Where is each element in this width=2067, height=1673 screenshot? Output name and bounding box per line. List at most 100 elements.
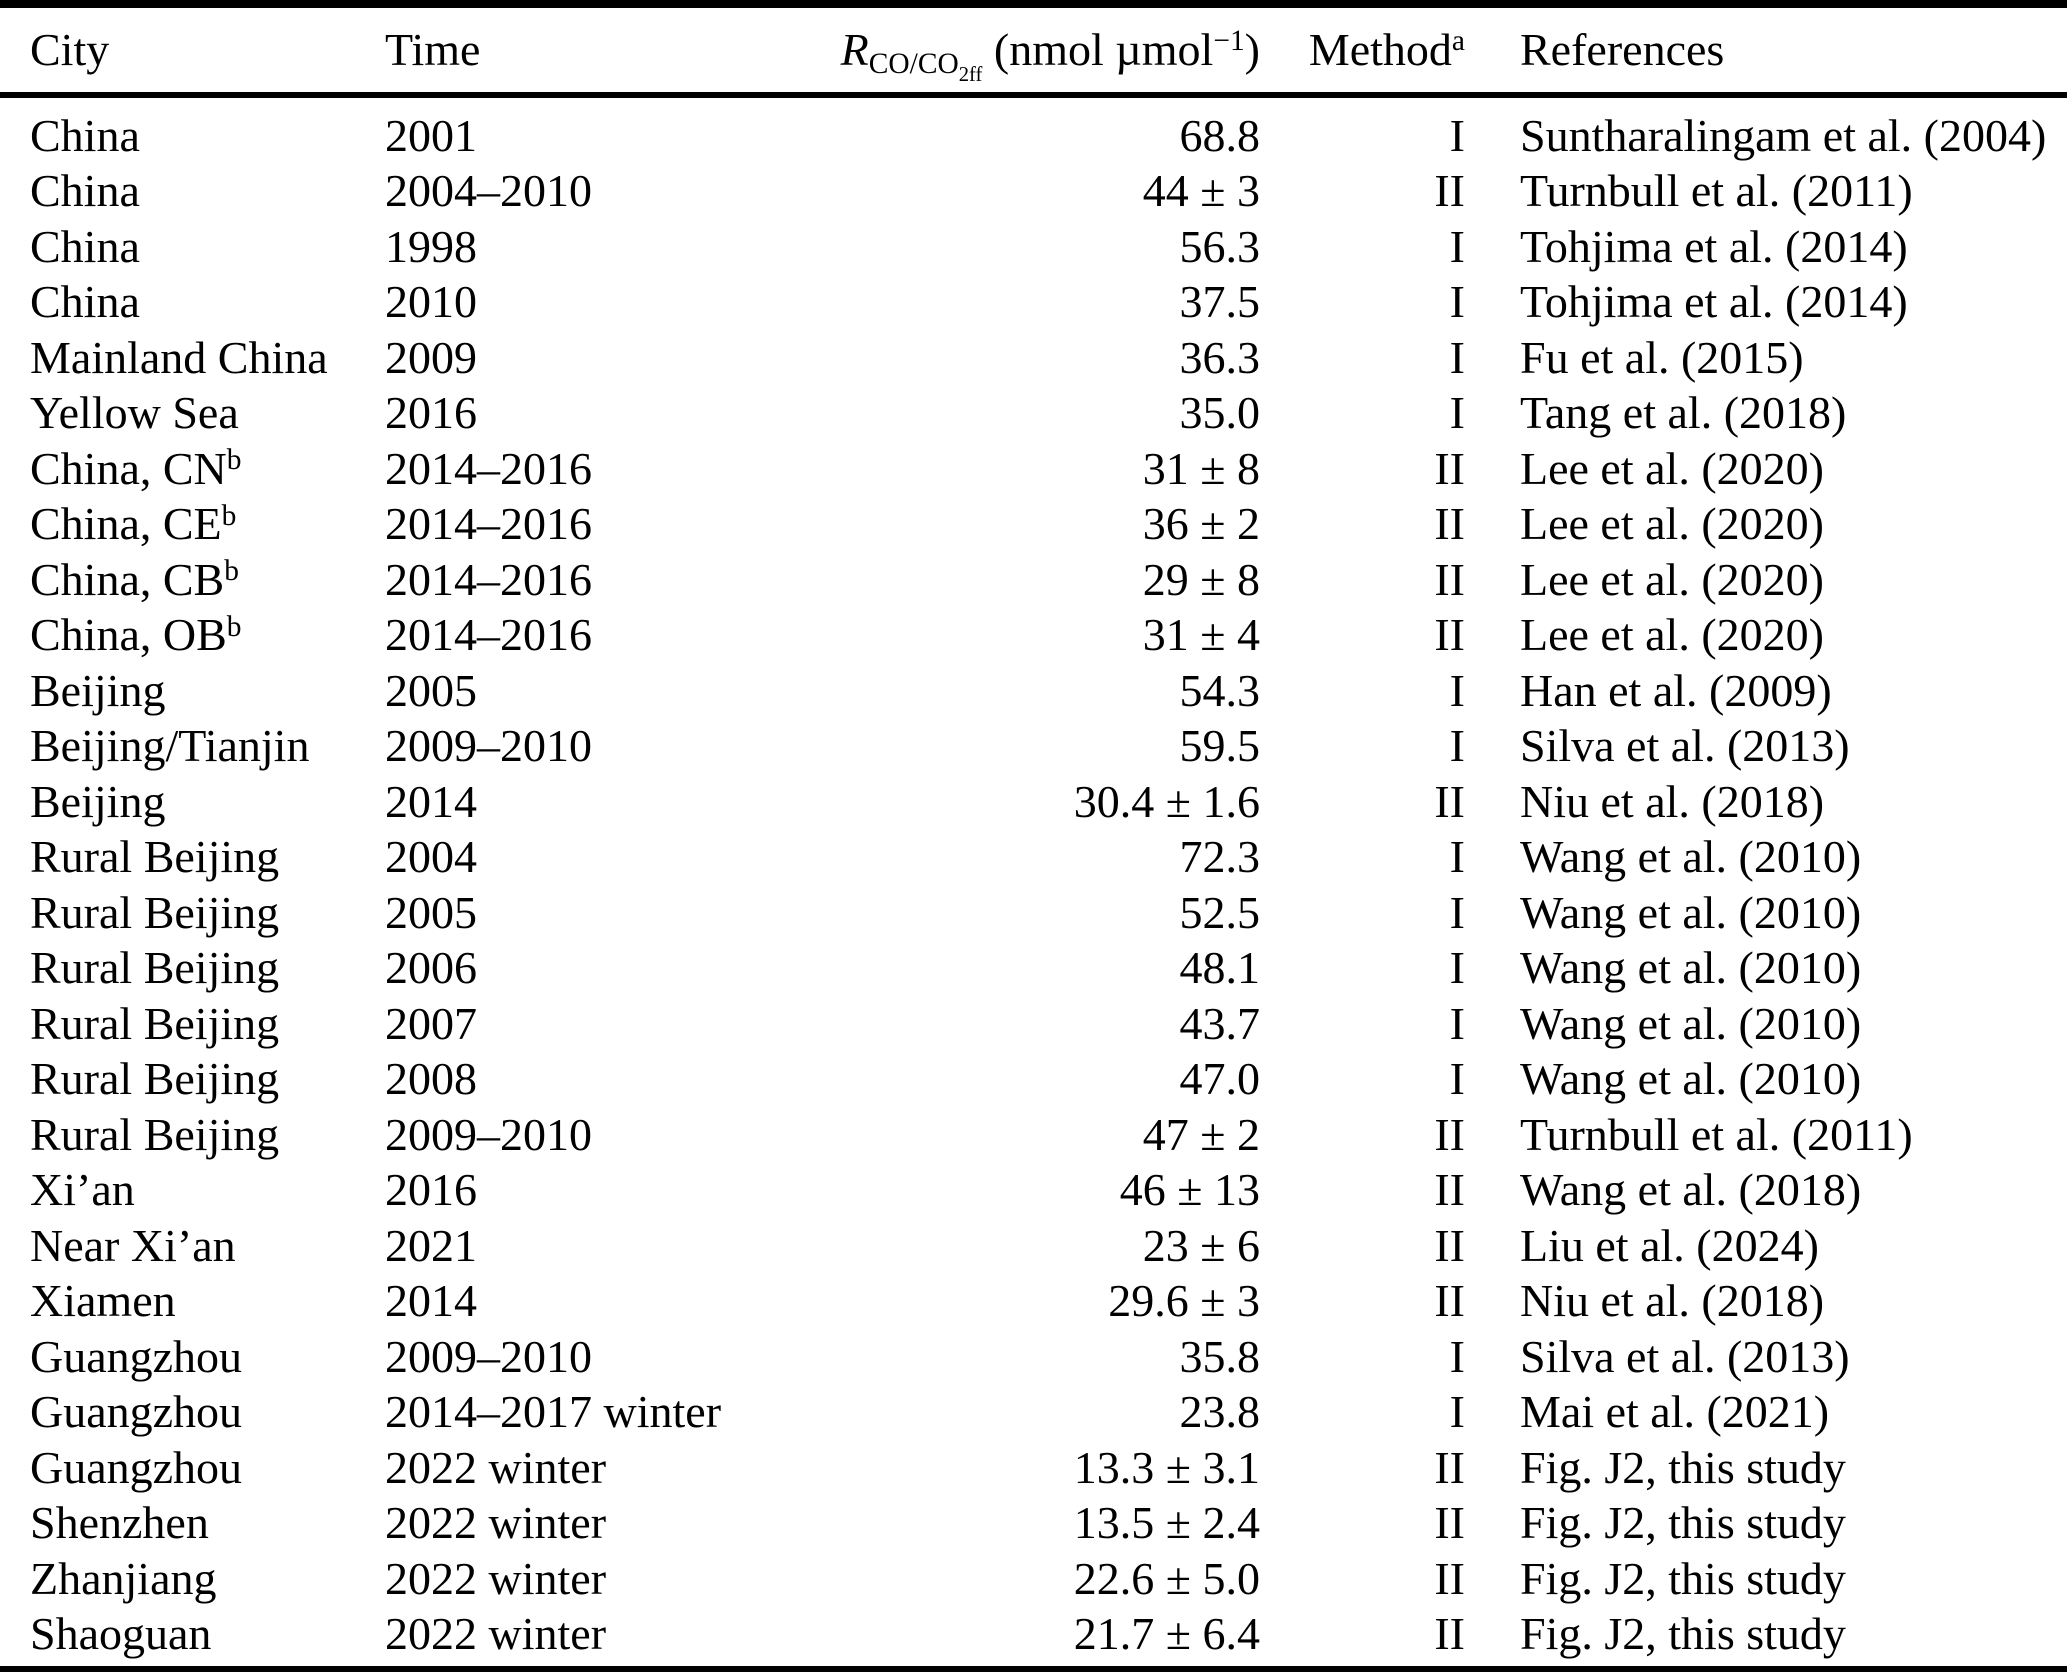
ratio-value-text: 47.0 xyxy=(1179,1053,1261,1105)
cell-time: 2010 xyxy=(385,279,745,325)
ratio-value-text: 72.3 xyxy=(1179,831,1261,883)
table-row: Beijing 2005 54.3 I Han et al. (2009) xyxy=(0,663,2067,719)
reference-text: Fig. J2, this study xyxy=(1520,1497,1846,1549)
table-row: China, CNb 2014–2016 31 ± 8 II Lee et al… xyxy=(0,441,2067,497)
reference-text: Turnbull et al. (2011) xyxy=(1520,165,1913,217)
cell-ratio-value: 48.1 xyxy=(745,945,1261,991)
reference-text: Lee et al. (2020) xyxy=(1520,609,1824,661)
table-row: China 2004–2010 44 ± 3 II Turnbull et al… xyxy=(0,164,2067,220)
table-row: Rural Beijing 2005 52.5 I Wang et al. (2… xyxy=(0,885,2067,941)
ratio-value-text: 47 ± 2 xyxy=(1142,1108,1260,1160)
time-text: 2022 winter xyxy=(385,1608,607,1660)
cell-time: 2009–2010 xyxy=(385,1111,745,1158)
ratio-subscript: CO/CO2ff xyxy=(868,48,983,86)
reference-text: Wang et al. (2010) xyxy=(1520,1053,1862,1105)
cell-city: Rural Beijing xyxy=(30,1111,385,1158)
method-text: I xyxy=(1449,886,1465,938)
cell-method: I xyxy=(1260,1056,1465,1102)
ratio-value-text: 31 ± 4 xyxy=(1142,609,1260,661)
cell-city: Beijing/Tianjin xyxy=(30,723,385,769)
cell-reference: Turnbull et al. (2011) xyxy=(1465,1108,2037,1160)
cell-method: I xyxy=(1260,1389,1465,1435)
col-header-city-label: City xyxy=(30,24,110,75)
cell-method: II xyxy=(1260,501,1465,547)
city-text: Shaoguan xyxy=(30,1608,212,1660)
reference-text: Fu et al. (2015) xyxy=(1520,331,1804,383)
city-text: Guangzhou xyxy=(30,1441,243,1493)
cell-method: I xyxy=(1260,390,1465,436)
city-text: Beijing xyxy=(30,775,166,827)
ratio-value-text: 46 ± 13 xyxy=(1119,1164,1260,1216)
method-text: I xyxy=(1449,276,1465,328)
table-row: Near Xi’an 2021 23 ± 6 II Liu et al. (20… xyxy=(0,1218,2067,1274)
cell-city: Beijing xyxy=(30,775,385,827)
city-text: China, OB xyxy=(30,609,227,661)
time-text: 2004–2010 xyxy=(385,165,592,217)
cell-time: 2004 xyxy=(385,834,745,880)
reference-text: Lee et al. (2020) xyxy=(1520,498,1824,550)
ratio-value-text: 35.0 xyxy=(1179,387,1261,439)
col-header-time-label: Time xyxy=(385,24,481,75)
table-body: China 2001 68.8 I Suntharalingam et al. … xyxy=(0,98,2067,1662)
method-text: I xyxy=(1449,1330,1465,1382)
cell-method: II xyxy=(1260,778,1465,825)
reference-text: Wang et al. (2018) xyxy=(1520,1164,1862,1216)
city-text: Rural Beijing xyxy=(30,886,280,938)
method-text: II xyxy=(1434,1275,1465,1327)
cell-city: Rural Beijing xyxy=(30,886,385,938)
method-text: I xyxy=(1449,831,1465,883)
time-text: 2014–2016 xyxy=(385,609,592,661)
city-text: Guangzhou xyxy=(30,1386,243,1438)
cell-reference: Niu et al. (2018) xyxy=(1465,778,2037,825)
cell-city: China xyxy=(30,112,385,159)
cell-reference: Tang et al. (2018) xyxy=(1465,390,2037,436)
city-text: China xyxy=(30,165,140,217)
cell-ratio-value: 36.3 xyxy=(745,331,1261,383)
cell-time: 2005 xyxy=(385,667,745,714)
reference-text: Lee et al. (2020) xyxy=(1520,442,1824,494)
table-header-row: City Time RCO/CO2ff (nmol µmol−1) Method… xyxy=(0,8,2067,92)
cell-ratio-value: 56.3 xyxy=(745,220,1261,272)
ratio-value-text: 36.3 xyxy=(1179,331,1261,383)
reference-text: Tang et al. (2018) xyxy=(1520,387,1847,439)
method-text: II xyxy=(1434,1219,1465,1271)
ratio-value-text: 37.5 xyxy=(1179,276,1261,328)
method-text: II xyxy=(1434,553,1465,605)
cell-method: II xyxy=(1260,1444,1465,1491)
cell-method: I xyxy=(1260,109,1465,161)
city-text: Xiamen xyxy=(30,1275,176,1327)
cell-city: China xyxy=(30,223,385,270)
method-text: I xyxy=(1449,109,1465,161)
cell-reference: Wang et al. (2010) xyxy=(1465,945,2037,991)
cell-time: 2005 xyxy=(385,886,745,938)
cell-method: II xyxy=(1260,553,1465,605)
time-text: 2022 winter xyxy=(385,1441,607,1493)
cell-city: Shenzhen xyxy=(30,1500,385,1546)
cell-method: II xyxy=(1260,1555,1465,1602)
cell-time: 2014–2016 xyxy=(385,501,745,547)
ratio-value-text: 56.3 xyxy=(1179,220,1261,272)
cell-city: Rural Beijing xyxy=(30,1000,385,1047)
ratio-subscript-text: CO/CO xyxy=(868,48,959,81)
ratio-value-text: 31 ± 8 xyxy=(1142,442,1260,494)
method-text: I xyxy=(1449,720,1465,772)
city-footnote-marker: b xyxy=(224,555,239,588)
cell-city: Guangzhou xyxy=(30,1389,385,1435)
cell-city: China, CEb xyxy=(30,501,385,547)
ratio-value-text: 68.8 xyxy=(1179,109,1261,161)
cell-method: I xyxy=(1260,945,1465,991)
reference-text: Wang et al. (2010) xyxy=(1520,997,1862,1049)
cell-method: II xyxy=(1260,168,1465,214)
reference-text: Fig. J2, this study xyxy=(1520,1552,1846,1604)
table-row: Rural Beijing 2007 43.7 I Wang et al. (2… xyxy=(0,996,2067,1052)
cell-time: 2006 xyxy=(385,945,745,991)
cell-method: I xyxy=(1260,1330,1465,1382)
ratio-value-text: 23.8 xyxy=(1179,1386,1261,1438)
ratio-value-text: 29 ± 8 xyxy=(1142,553,1260,605)
method-text: I xyxy=(1449,664,1465,716)
cell-ratio-value: 44 ± 3 xyxy=(745,168,1260,214)
time-text: 2005 xyxy=(385,886,477,938)
reference-text: Turnbull et al. (2011) xyxy=(1520,1108,1913,1160)
cell-ratio-value: 35.8 xyxy=(745,1333,1261,1380)
ratio-unit-exponent: −1 xyxy=(1213,25,1245,58)
